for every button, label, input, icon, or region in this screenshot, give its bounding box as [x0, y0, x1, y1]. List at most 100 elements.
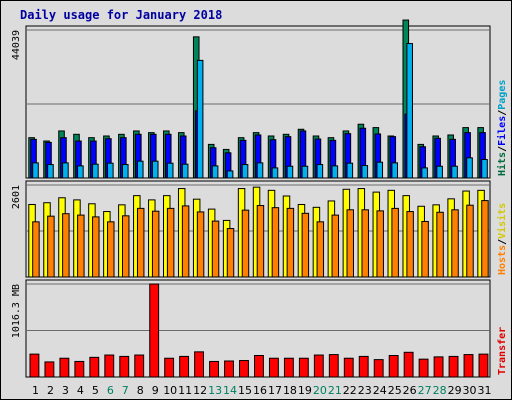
- panel-transfer-scale-label: 1016.3 MB: [11, 284, 22, 338]
- bar-hosts-day-13: [211, 220, 220, 278]
- panels-layer: 44039Hits/Files/Pages2601Hosts/Visits101…: [11, 19, 508, 378]
- x-tick-label-day-4: 4: [77, 384, 84, 397]
- bar-hosts-day-26: [406, 211, 414, 278]
- bar-transfer-day-27: [418, 358, 429, 378]
- x-tick-label-day-22: 22: [343, 384, 357, 397]
- bar-pages-day-24: [376, 161, 384, 179]
- x-tick-label-day-28: 28: [433, 384, 447, 397]
- x-tick-label-day-15: 15: [238, 384, 252, 397]
- bar-pages-day-26: [406, 43, 413, 179]
- bar-hosts-day-27: [421, 220, 429, 278]
- side-label-part: /: [497, 239, 508, 245]
- bar-hosts-day-6: [107, 221, 115, 278]
- x-tick-label-day-1: 1: [32, 384, 39, 397]
- bar-hosts-day-3: [62, 213, 70, 278]
- bar-pages-day-14: [226, 170, 234, 179]
- bar-pages-day-30: [466, 157, 473, 179]
- bar-transfer-day-29: [448, 355, 459, 378]
- bar-hosts-day-10: [166, 207, 175, 278]
- bar-transfer-day-21: [328, 354, 339, 378]
- bar-pages-day-15: [241, 164, 249, 179]
- bar-hosts-day-1: [32, 221, 40, 278]
- bar-transfer-day-4: [74, 360, 85, 378]
- bar-transfer-day-2: [44, 361, 55, 378]
- x-tick-label-day-8: 8: [137, 384, 144, 397]
- bar-hosts-day-20: [316, 221, 325, 278]
- bar-transfer-day-17: [268, 357, 279, 378]
- bar-pages-day-7: [121, 164, 129, 179]
- bar-pages-day-3: [62, 162, 69, 179]
- bar-transfer-day-12: [194, 351, 205, 378]
- bar-pages-day-10: [166, 162, 174, 179]
- bar-transfer-day-6: [104, 354, 115, 378]
- bar-hosts-day-15: [241, 209, 250, 278]
- bar-hosts-day-4: [77, 214, 85, 278]
- x-tick-label-day-9: 9: [152, 384, 159, 397]
- bar-hosts-day-14: [226, 228, 235, 278]
- bar-pages-day-19: [301, 165, 309, 179]
- x-tick-label-day-19: 19: [298, 384, 312, 397]
- bar-transfer-day-30: [463, 354, 474, 378]
- x-tick-label-day-7: 7: [122, 384, 129, 397]
- bar-hosts-day-25: [391, 207, 399, 278]
- bar-pages-day-18: [286, 165, 294, 179]
- bar-transfer-day-22: [343, 357, 354, 378]
- bar-hosts-day-24: [376, 210, 384, 278]
- x-tick-label-day-6: 6: [107, 384, 114, 397]
- bar-transfer-day-23: [358, 355, 369, 378]
- bar-transfer-day-26: [403, 351, 414, 378]
- bar-hosts-day-8: [136, 207, 145, 278]
- bar-transfer-day-19: [298, 357, 309, 378]
- x-tick-label-day-12: 12: [193, 384, 207, 397]
- x-tick-label-day-26: 26: [403, 384, 417, 397]
- bar-transfer-day-11: [179, 355, 190, 378]
- x-tick-label-day-24: 24: [373, 384, 387, 397]
- x-tick-label-day-10: 10: [163, 384, 177, 397]
- bar-pages-day-13: [211, 165, 219, 179]
- bar-hosts-day-23: [361, 209, 369, 278]
- bar-pages-day-27: [421, 167, 428, 179]
- x-axis-labels: 1 2 3 4 5 6 7 8 9 10 11 12 13 14 15 16 17 18 19 20 21 22 23 24 2…: [32, 384, 492, 397]
- bar-transfer-day-9: [149, 283, 160, 378]
- x-tick-label-day-17: 17: [268, 384, 282, 397]
- side-label-part: /: [497, 146, 508, 152]
- bar-transfer-day-18: [283, 357, 294, 378]
- bar-hosts-day-2: [47, 215, 55, 278]
- bar-hosts-day-21: [331, 214, 340, 278]
- bar-transfer-day-8: [134, 354, 145, 378]
- x-tick-label-day-29: 29: [448, 384, 462, 397]
- bar-transfer-day-1: [29, 353, 40, 378]
- bar-transfer-day-15: [239, 360, 249, 378]
- bar-pages-day-28: [436, 165, 443, 179]
- panel-transfer-side-label: Transfer: [497, 327, 508, 375]
- bar-transfer-day-14: [224, 360, 234, 378]
- x-tick-label-day-13: 13: [208, 384, 222, 397]
- panel-transfer-side-label-text: Transfer: [497, 327, 508, 375]
- bar-pages-day-6: [107, 162, 114, 179]
- bar-pages-day-31: [481, 159, 488, 179]
- x-tick-label-day-21: 21: [328, 384, 342, 397]
- panel-visits-side-label: Hosts/Visits: [496, 203, 508, 275]
- x-tick-label-day-23: 23: [358, 384, 372, 397]
- bar-pages-day-2: [47, 164, 54, 179]
- x-tick-label-day-3: 3: [62, 384, 69, 397]
- bar-transfer-day-20: [313, 354, 324, 378]
- bar-hosts-day-11: [181, 205, 190, 278]
- bar-pages-day-29: [451, 165, 458, 179]
- bar-hosts-day-17: [271, 207, 280, 278]
- bar-pages-day-23: [361, 165, 369, 179]
- bar-transfer-day-31: [478, 353, 489, 378]
- bar-hosts-day-9: [151, 210, 160, 278]
- bar-transfer-day-10: [164, 357, 175, 378]
- bar-pages-day-20: [316, 164, 324, 179]
- bar-hosts-day-29: [451, 209, 459, 278]
- bar-transfer-day-5: [89, 356, 100, 378]
- chart-title: Daily usage for January 2018: [20, 8, 222, 22]
- bar-transfer-day-16: [254, 355, 264, 378]
- bar-pages-day-22: [346, 162, 354, 179]
- bar-pages-day-25: [391, 162, 399, 179]
- x-tick-label-day-31: 31: [478, 384, 492, 397]
- x-tick-label-day-25: 25: [388, 384, 402, 397]
